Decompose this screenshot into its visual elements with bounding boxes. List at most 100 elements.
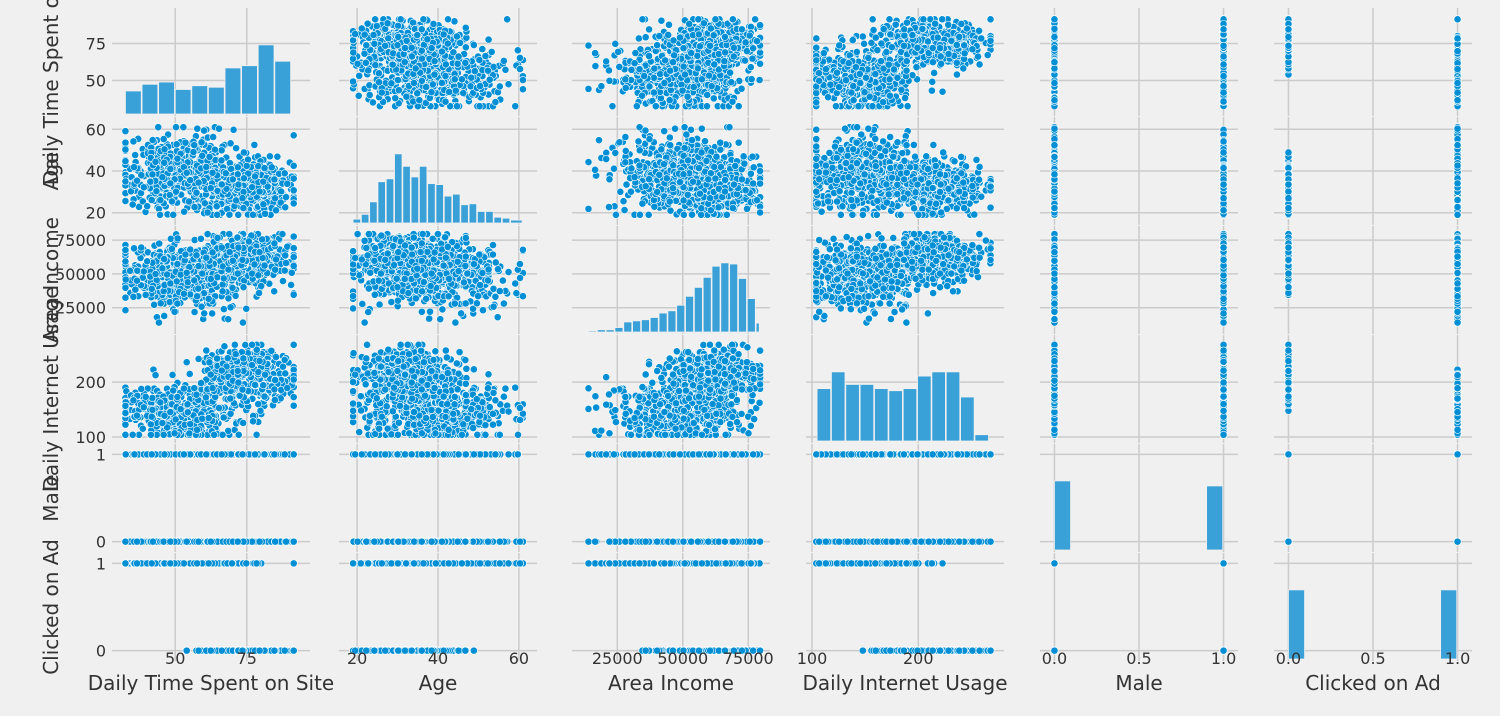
- scatter-point: [504, 80, 513, 89]
- scatter-point: [871, 33, 880, 42]
- scatter-point: [728, 15, 737, 24]
- scatter-point: [726, 68, 735, 77]
- scatter-point: [908, 31, 917, 39]
- scatter-point: [687, 49, 696, 57]
- scatter-point: [441, 97, 450, 106]
- scatter-point: [453, 102, 461, 111]
- scatter-point: [886, 30, 895, 39]
- scatter-point: [650, 88, 658, 97]
- scatter-point: [475, 102, 484, 111]
- scatter-point: [429, 80, 437, 89]
- scatter-point: [353, 59, 362, 68]
- histogram-bar: [257, 44, 275, 115]
- histogram-bar: [208, 86, 225, 115]
- scatter-point: [361, 58, 370, 67]
- scatter-point: [476, 82, 484, 90]
- scatter-point: [1453, 47, 1462, 56]
- scatter-point: [885, 15, 894, 24]
- scatter-point: [372, 22, 381, 30]
- scatter-point: [417, 46, 426, 55]
- scatter-point: [812, 98, 821, 107]
- scatter-point: [443, 39, 452, 48]
- scatter-point: [364, 66, 373, 75]
- scatter-point: [679, 62, 688, 71]
- panel-daily-time-spent-on-site-vs-male: [1040, 8, 1238, 116]
- scatter-point: [419, 15, 428, 24]
- scatter-point: [653, 41, 662, 50]
- scatter-point: [1453, 34, 1462, 43]
- scatter-point: [584, 84, 593, 93]
- scatter-point: [614, 47, 623, 56]
- scatter-point: [745, 31, 754, 40]
- scatter-point: [1050, 58, 1059, 67]
- scatter-point: [484, 35, 493, 44]
- scatter-point: [869, 26, 878, 34]
- scatter-point: [986, 15, 995, 24]
- scatter-point: [1453, 88, 1462, 97]
- scatter-point: [854, 102, 863, 111]
- scatter-point: [439, 30, 448, 39]
- scatter-point: [930, 69, 939, 77]
- scatter-point: [709, 31, 718, 40]
- scatter-point: [666, 66, 675, 75]
- scatter-point: [354, 91, 363, 100]
- scatter-point: [901, 94, 909, 102]
- scatter-point: [407, 43, 416, 52]
- scatter-point: [868, 15, 877, 24]
- scatter-point: [918, 24, 927, 33]
- scatter-point: [605, 66, 613, 75]
- scatter-point: [608, 102, 617, 111]
- scatter-point: [819, 49, 828, 58]
- scatter-point: [826, 80, 835, 89]
- scatter-point: [445, 88, 454, 96]
- scatter-point: [1219, 60, 1228, 69]
- scatter-point: [491, 98, 500, 106]
- histogram-bar: [174, 89, 192, 115]
- scatter-point: [710, 60, 719, 69]
- scatter-point: [835, 83, 844, 91]
- scatter-point: [706, 41, 715, 50]
- scatter-point: [738, 25, 746, 34]
- scatter-point: [1219, 97, 1228, 106]
- scatter-point: [957, 20, 966, 28]
- scatter-point: [615, 62, 624, 71]
- scatter-point: [430, 57, 439, 66]
- scatter-point: [695, 30, 703, 39]
- scatter-point: [651, 102, 660, 111]
- panel-daily-time-spent-on-site-vs-clicked-on-ad: [1274, 8, 1472, 116]
- scatter-point: [824, 93, 832, 102]
- scatter-point: [821, 65, 830, 74]
- scatter-point: [931, 19, 940, 28]
- scatter-point: [410, 79, 418, 87]
- scatter-point: [683, 92, 692, 101]
- scatter-point: [611, 39, 620, 48]
- scatter-point: [938, 15, 947, 24]
- scatter-point: [678, 86, 687, 95]
- scatter-point: [864, 53, 873, 62]
- scatter-point: [879, 98, 888, 106]
- scatter-point: [656, 70, 665, 78]
- scatter-point: [893, 73, 902, 82]
- histogram-bar: [158, 81, 175, 115]
- scatter-point: [960, 41, 969, 50]
- scatter-point: [928, 77, 937, 86]
- scatter-point: [402, 36, 411, 45]
- scatter-point: [842, 76, 850, 85]
- scatter-point: [871, 70, 880, 78]
- scatter-point: [467, 73, 476, 82]
- scatter-point: [597, 82, 606, 91]
- scatter-point: [928, 44, 937, 52]
- scatter-point: [605, 76, 614, 85]
- scatter-point: [912, 63, 921, 72]
- scatter-point: [388, 60, 397, 69]
- scatter-point: [393, 41, 402, 50]
- scatter-point: [937, 59, 946, 68]
- scatter-point: [516, 65, 524, 73]
- scatter-point: [391, 94, 400, 103]
- scatter-point: [703, 102, 711, 111]
- scatter-point: [812, 34, 821, 43]
- scatter-point: [885, 75, 894, 84]
- scatter-point: [665, 20, 673, 29]
- scatter-point: [365, 91, 374, 99]
- scatter-point: [729, 52, 738, 61]
